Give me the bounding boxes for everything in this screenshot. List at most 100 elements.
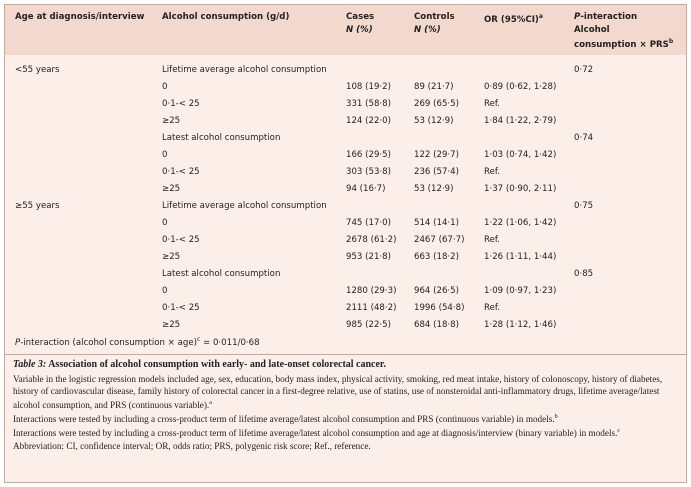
table-row: ≥25 94 (16·7) 53 (12·9) 1·37 (0·90, 2·11) [5,180,686,197]
cell-alcohol: Lifetime average alcohol consumption [162,64,327,75]
header-line: Alcohol [574,24,686,37]
cell-or: 1·09 (0·97, 1·23) [484,285,557,296]
header-line: N (%) [414,24,484,37]
table-panel: Age at diagnosis/interview Alcohol consum… [4,4,687,483]
table-row: 0·1-< 25 331 (58·8) 269 (65·5) Ref. [5,95,686,112]
text: OR (95%CI) [484,14,539,25]
cell-p [574,214,686,231]
abbreviation: Abbreviation: CI, confidence interval; O… [13,440,371,451]
table-body: <55 years Lifetime average alcohol consum… [5,55,686,351]
cell-or: 1·03 (0·74, 1·42) [484,149,557,160]
header-line: Alcohol consumption (g/d) [162,11,346,24]
cell-age [5,265,162,282]
column-header: P-interaction Alcohol consumption × PRSb [574,5,686,56]
cell-cases: 1280 (29·3) [346,285,397,296]
text: -interaction [580,12,638,22]
cell-or: Ref. [484,302,501,313]
header-line: consumption × PRSb [574,36,686,51]
cell-alcohol: 0·1-< 25 [162,166,200,177]
cell-or [484,129,574,146]
cell-age [5,112,162,129]
header-line: Age at diagnosis/interview [15,11,162,24]
cell-controls [414,61,484,78]
cell-cases: 166 (29·5) [346,149,391,160]
footer-cell: P-interaction (alcohol consumption × age… [5,333,686,351]
cell-cases [346,61,414,78]
column-header: Controls N (%) [414,5,484,56]
footnote-mark: c [196,336,201,344]
cell-controls: 2467 (67·7) [414,234,465,245]
cell-or [484,265,574,282]
cell-or: 1·22 (1·06, 1·42) [484,217,557,228]
cell-alcohol: Latest alcohol consumption [162,268,281,279]
cell-or [484,197,574,214]
table-row: ≥25 953 (21·8) 663 (18·2) 1·26 (1·11, 1·44) [5,248,686,265]
column-header: OR (95%CI)a [484,5,574,56]
cell-cases [346,129,414,146]
cell-age [5,299,162,316]
cell-alcohol: ≥25 [162,251,181,262]
cell-age [5,78,162,95]
caption: Table 3: Association of alcohol consumpt… [5,354,686,451]
header-line: Controls [414,11,484,24]
cell-controls: 663 (18·2) [414,251,459,262]
notes: Variable in the logistic regression mode… [13,373,678,439]
cell-p [574,95,686,112]
cell-cases: 331 (58·8) [346,98,391,109]
cell-or: 1·37 (0·90, 2·11) [484,183,557,194]
table-row: 0 1280 (29·3) 964 (26·5) 1·09 (0·97, 1·23) [5,282,686,299]
cell-alcohol: 0·1-< 25 [162,234,200,245]
footnote-mark: b [554,414,558,421]
note: Variable in the logistic regression mode… [13,373,678,411]
cell-cases: 108 (19·2) [346,81,391,92]
footnote-mark: b [668,38,674,45]
cell-age [5,282,162,299]
cell-or: 0·89 (0·62, 1·28) [484,81,557,92]
cell-p [574,282,686,299]
table-row: ≥55 years Lifetime average alcohol consum… [5,197,686,214]
cell-p [574,231,686,248]
text: Alcohol consumption (g/d) [162,12,290,22]
cell-or: 1·26 (1·11, 1·44) [484,251,557,262]
cell-p [574,78,686,95]
cell-alcohol: Lifetime average alcohol consumption [162,200,327,211]
cell-or: Ref. [484,234,501,245]
cell-p: 0·85 [574,268,594,279]
text: Variable in the logistic regression mode… [13,374,663,411]
table-row: ≥25 985 (22·5) 684 (18·8) 1·28 (1·12, 1·46) [5,316,686,333]
data-table: Age at diagnosis/interview Alcohol consum… [5,5,686,351]
caption-text: Association of alcohol consumption with … [48,359,386,371]
text: -interaction (alcohol consumption × age) [20,338,197,349]
cell-alcohol: 0·1-< 25 [162,302,200,313]
table-row: 0 745 (17·0) 514 (14·1) 1·22 (1·06, 1·42) [5,214,686,231]
cell-cases [346,265,414,282]
cell-alcohol: 0 [162,81,168,92]
footer-row: P-interaction (alcohol consumption × age… [5,333,686,351]
cell-or: 1·84 (1·22, 2·79) [484,115,557,126]
cell-controls [414,129,484,146]
cell-age [5,95,162,112]
column-header: Age at diagnosis/interview [5,5,162,56]
note: Interactions were tested by including a … [13,425,678,439]
cell-controls: 1996 (54·8) [414,302,465,313]
cell-age [5,248,162,265]
cell-age [5,316,162,333]
cell-p [574,112,686,129]
cell-alcohol: ≥25 [162,183,181,194]
cell-alcohol: 0 [162,149,168,160]
table-row: Latest alcohol consumption 0·74 [5,129,686,146]
table-row: 0 166 (29·5) 122 (29·7) 1·03 (0·74, 1·42) [5,146,686,163]
cell-or: Ref. [484,166,501,177]
table-row: 0·1-< 25 303 (53·8) 236 (57·4) Ref. [5,163,686,180]
cell-controls: 122 (29·7) [414,149,459,160]
note: Interactions were tested by including a … [13,411,678,425]
column-header: Alcohol consumption (g/d) [162,5,346,56]
table-row: 0 108 (19·2) 89 (21·7) 0·89 (0·62, 1·28) [5,78,686,95]
text: Interactions were tested by including a … [13,428,618,439]
cell-p: 0·74 [574,132,594,143]
cell-cases: 94 (16·7) [346,183,386,194]
cell-cases: 124 (22·0) [346,115,391,126]
cell-age [5,163,162,180]
cell-controls: 53 (12·9) [414,115,454,126]
cell-cases: 745 (17·0) [346,217,391,228]
